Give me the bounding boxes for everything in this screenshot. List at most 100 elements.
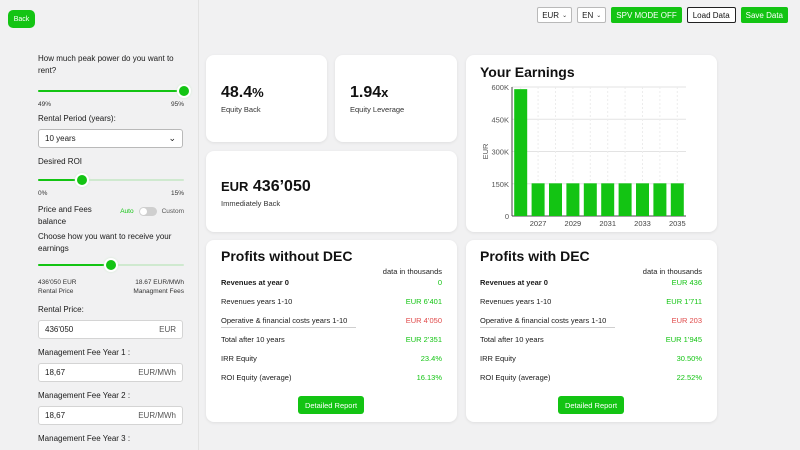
peak-power-max: 95%	[170, 101, 184, 108]
profit-row-value: EUR 203	[671, 316, 702, 325]
profits-with-title: Profits with DEC	[480, 248, 590, 264]
balance-toggle[interactable]	[138, 207, 157, 216]
rental-price-input[interactable]: 436'050 EUR	[38, 320, 183, 339]
chart-x-tick-label: 2027	[530, 219, 547, 228]
leverage-card: 1.94x Equity Leverage	[335, 55, 457, 142]
auto-label: Auto	[120, 208, 134, 215]
profit-row-label: ROI Equity (average)	[221, 373, 292, 382]
profit-row-label: Total after 10 years	[221, 335, 285, 344]
profit-row-value: 23.4%	[420, 354, 442, 363]
roi-slider[interactable]	[38, 175, 184, 185]
profits-without-card: Profits without DEC data in thousands De…	[206, 240, 457, 422]
profit-row: IRR Equity 23.4%	[221, 354, 442, 363]
back-button[interactable]: Back	[8, 10, 35, 28]
sidebar-divider	[198, 0, 199, 450]
detailed-report-button[interactable]: Detailed Report	[298, 396, 364, 414]
sidebar: How much peak power do you want to rent?…	[38, 53, 189, 445]
currency-select[interactable]: EUR ⌄	[537, 7, 573, 23]
rental-period-value: 10 years	[45, 134, 76, 143]
currency-value: EUR	[542, 10, 560, 20]
load-data-button[interactable]: Load Data	[686, 7, 736, 23]
chart-bar	[514, 89, 528, 216]
fee1-label: Management Fee Year 1 :	[38, 348, 131, 357]
chart-x-tick-label: 2029	[565, 219, 582, 228]
roi-max: 15%	[170, 190, 184, 197]
receive-slider[interactable]	[38, 260, 184, 270]
chart-bar	[653, 183, 667, 216]
equity-back-unit: %	[252, 85, 264, 100]
profit-row: Total after 10 years EUR 2’351	[221, 335, 442, 344]
custom-label: Custom	[161, 208, 184, 215]
chart-x-tick-label: 2035	[669, 219, 686, 228]
profit-row-value: 0	[437, 278, 442, 287]
row-divider	[221, 327, 356, 328]
receive-right-label: Managment Fees	[133, 288, 184, 295]
roi-label: Desired ROI	[38, 157, 83, 166]
profit-row-label: Revenues years 1-10	[480, 297, 552, 306]
slider-thumb[interactable]	[179, 86, 189, 96]
fee1-value: 18,67	[45, 368, 66, 377]
fee2-label: Management Fee Year 2 :	[38, 391, 131, 400]
fee2-value: 18,67	[45, 411, 66, 420]
fee2-input[interactable]: 18,67 EUR/MWh	[38, 406, 183, 425]
profit-row-label: Total after 10 years	[480, 335, 544, 344]
profit-row: Operative & financial costs years 1-10 EU…	[480, 316, 702, 325]
equity-back-value: 48.4	[221, 84, 253, 101]
rental-period-select[interactable]: 10 years ⌄	[38, 129, 183, 148]
chart-bar	[636, 183, 649, 216]
profit-row-value: EUR 6’401	[405, 297, 442, 306]
chart-y-tick-label: 300K	[491, 148, 509, 157]
profit-row-label: IRR Equity	[480, 354, 516, 363]
peak-power-min: 49%	[38, 101, 52, 108]
row-divider	[480, 327, 615, 328]
profit-row: Operative & financial costs years 1-10 EU…	[221, 316, 442, 325]
chart-y-tick-label: 150K	[491, 180, 509, 189]
profit-row-label: ROI Equity (average)	[480, 373, 551, 382]
profit-row: Revenues years 1-10 EUR 6’401	[221, 297, 442, 306]
equity-back-card: 48.4% Equity Back	[206, 55, 327, 142]
immediate-label: Immediately Back	[221, 199, 281, 208]
profit-row-value: 22.52%	[676, 373, 702, 382]
top-toolbar: EUR ⌄ EN ⌄ SPV MODE OFF Load Data Save D…	[537, 7, 788, 23]
profit-row-value: EUR 1’945	[665, 335, 702, 344]
profit-row: ROI Equity (average) 16.13%	[221, 373, 442, 382]
rental-price-value: 436'050	[45, 325, 74, 334]
chart-y-tick-label: 0	[505, 212, 509, 221]
profit-row: Revenues at year 0 0	[221, 278, 442, 287]
save-data-button[interactable]: Save Data	[740, 7, 788, 23]
profit-row-label: Operative & financial costs years 1-10	[221, 316, 348, 325]
slider-thumb[interactable]	[106, 260, 116, 270]
chart-bar	[670, 183, 684, 216]
chart-bar	[583, 183, 597, 216]
detailed-report-button[interactable]: Detailed Report	[558, 396, 624, 414]
profit-row-value: EUR 4’050	[405, 316, 442, 325]
fee1-unit: EUR/MWh	[138, 368, 176, 377]
profit-row-value: 30.50%	[676, 354, 702, 363]
profit-row: IRR Equity 30.50%	[480, 354, 702, 363]
chevron-down-icon: ⌄	[168, 133, 176, 143]
leverage-label: Equity Leverage	[350, 105, 405, 114]
fee2-unit: EUR/MWh	[138, 411, 176, 420]
chart-bar	[618, 183, 632, 216]
peak-power-slider[interactable]	[38, 86, 189, 96]
profit-row: Total after 10 years EUR 1’945	[480, 335, 702, 344]
chart-y-tick-label: 600K	[491, 83, 509, 92]
spv-mode-button[interactable]: SPV MODE OFF	[611, 7, 682, 23]
peak-power-question: How much peak power do you want to rent?	[38, 54, 174, 75]
chart-y-tick-label: 450K	[491, 115, 509, 124]
slider-fill	[38, 90, 184, 92]
immediate-currency: EUR	[221, 179, 249, 194]
leverage-value: 1.94	[350, 84, 382, 101]
chart-x-tick-label: 2033	[634, 219, 651, 228]
data-note: data in thousands	[642, 267, 702, 276]
slider-thumb[interactable]	[76, 175, 87, 185]
language-select[interactable]: EN ⌄	[577, 7, 607, 23]
fee1-input[interactable]: 18,67 EUR/MWh	[38, 363, 183, 382]
slider-fill	[38, 179, 82, 181]
equity-back-label: Equity Back	[221, 105, 261, 114]
chevron-down-icon: ⌄	[562, 12, 568, 19]
profit-row: Revenues years 1-10 EUR 1’711	[480, 297, 702, 306]
chart-bar	[549, 183, 562, 216]
profit-row: Revenues at year 0 EUR 436	[480, 278, 702, 287]
profit-row-value: 16.13%	[416, 373, 442, 382]
